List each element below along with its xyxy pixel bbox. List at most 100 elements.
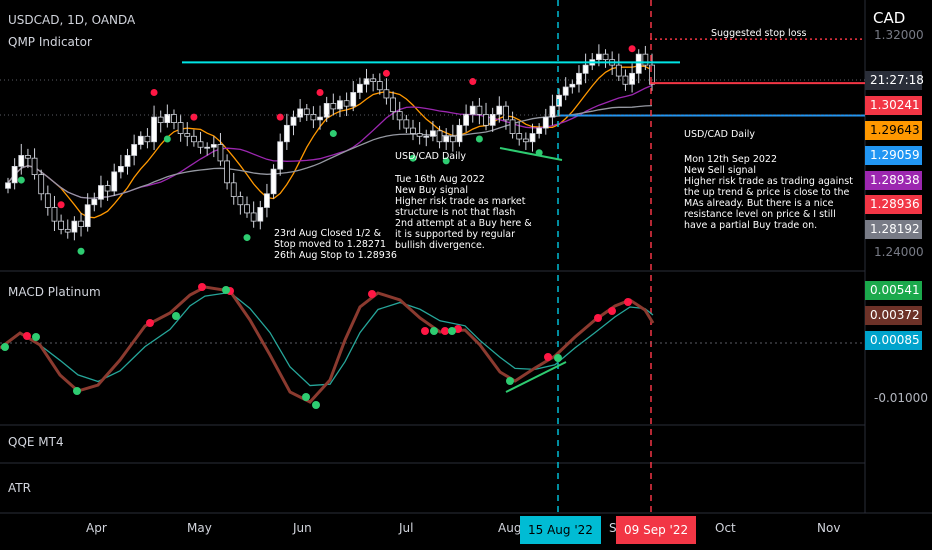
candle-body <box>171 113 177 123</box>
candle-body <box>184 133 191 137</box>
candle-body <box>449 135 456 143</box>
sell-note-text: Mon 12th Sep 2022 New Sell signal Higher… <box>684 154 853 231</box>
candle-body <box>303 108 310 115</box>
macd-sell-dot <box>544 353 552 361</box>
price-tag-last: 1.30241 <box>865 96 922 115</box>
sell-signal-dot <box>276 113 284 121</box>
candle-body <box>190 135 197 143</box>
candle-body <box>576 72 582 85</box>
candle-body <box>204 146 211 149</box>
candle-body <box>177 122 184 134</box>
candle-body <box>131 144 138 156</box>
candle-body <box>250 212 257 222</box>
sell-signal-dot <box>628 45 636 53</box>
macd-tag-histogram: 0.00541 <box>865 281 922 300</box>
macd-pane-label: MACD Platinum <box>8 285 101 299</box>
price-tag-countdown: 21:27:18 <box>865 71 924 90</box>
macd-buy-dot <box>312 401 320 409</box>
candle-body <box>44 193 51 208</box>
candle-body <box>157 116 164 123</box>
candle-body <box>230 182 237 197</box>
sell-signal-dot <box>469 78 477 86</box>
candle-body <box>111 171 118 192</box>
candle-body <box>151 116 157 143</box>
ma-slow-line <box>7 104 653 199</box>
candle-body <box>310 113 317 121</box>
candle-body <box>443 135 450 143</box>
candle-body <box>78 220 84 228</box>
candle-body <box>542 116 549 129</box>
atr-pane-label: ATR <box>8 481 31 495</box>
candle-body <box>25 155 31 159</box>
candle-body <box>117 165 124 173</box>
candle-body <box>71 220 78 233</box>
sell-signal-dot <box>382 69 390 77</box>
price-tag-ma-mid: 1.28938 <box>865 171 922 190</box>
candle-body <box>217 144 224 162</box>
candle-body <box>257 207 264 222</box>
buy-note-title: USD/CAD Daily <box>395 151 467 162</box>
macd-buy-dot <box>554 354 562 362</box>
candle-body <box>536 127 543 134</box>
price-tag-stop: 1.28936 <box>865 195 922 214</box>
macd-buy-dot <box>32 333 40 341</box>
x-label-nov: Nov <box>817 521 841 535</box>
candle-body <box>197 141 204 148</box>
ma-fast-line <box>7 65 653 219</box>
candle-body <box>602 53 609 61</box>
candle-body <box>383 89 390 99</box>
candle-body <box>343 100 350 107</box>
sell-signal-dot <box>316 88 324 96</box>
candle-body <box>237 196 244 206</box>
macd-sell-dot <box>23 332 31 340</box>
buy-signal-dot <box>442 157 450 165</box>
currency-label[interactable]: CAD <box>873 9 906 27</box>
candle-body <box>423 135 430 138</box>
divergence-line-price <box>499 147 563 161</box>
candle-body <box>84 204 91 228</box>
candle-body <box>104 185 111 192</box>
price-tag-buy-entry: 1.29059 <box>865 146 922 165</box>
candle-body <box>649 64 655 85</box>
buy-signal-dot <box>243 234 251 242</box>
candle-body <box>615 64 622 77</box>
x-label-sep: S <box>609 521 617 535</box>
candle-body <box>390 97 396 113</box>
macd-tag-macd: 0.00372 <box>865 306 922 325</box>
buy-signal-dot <box>409 154 417 162</box>
stop-note-text: 23rd Aug Closed 1/2 & Stop moved to 1.28… <box>274 228 397 261</box>
macd-buy-dot <box>302 393 310 401</box>
divergence-line-macd <box>505 361 567 393</box>
candle-body <box>456 124 463 143</box>
candle-body <box>290 116 297 126</box>
candle-body <box>18 155 25 167</box>
candle-body <box>489 113 496 126</box>
macd-buy-dot <box>222 286 230 294</box>
candle-body <box>595 53 602 61</box>
candle-body <box>38 174 45 195</box>
candle-body <box>124 155 131 167</box>
candle-body <box>463 113 470 126</box>
macd-buy-dot <box>73 387 81 395</box>
macd-line <box>0 285 655 404</box>
candle-body <box>509 119 516 134</box>
macd-tag-signal: 0.00085 <box>865 331 922 350</box>
candle-body <box>144 135 151 143</box>
candle-body <box>91 198 98 206</box>
candle-body <box>224 160 230 184</box>
macd-sell-dot <box>368 290 376 298</box>
candle-body <box>503 105 509 121</box>
buy-note-text: Tue 16th Aug 2022 New Buy signal Higher … <box>395 174 532 251</box>
candle-body <box>270 168 277 195</box>
x-label-apr: Apr <box>86 521 107 535</box>
macd-axis-bottom: -0.01000 <box>874 391 928 405</box>
macd-signal-line <box>0 291 654 387</box>
qqe-pane-label: QQE MT4 <box>8 435 64 449</box>
macd-sell-dot <box>421 327 429 335</box>
candle-body <box>283 124 290 143</box>
candle-body <box>635 53 642 74</box>
candle-body <box>317 116 323 121</box>
symbol-title: USDCAD, 1D, OANDA <box>8 13 136 27</box>
candle-body <box>556 94 562 107</box>
